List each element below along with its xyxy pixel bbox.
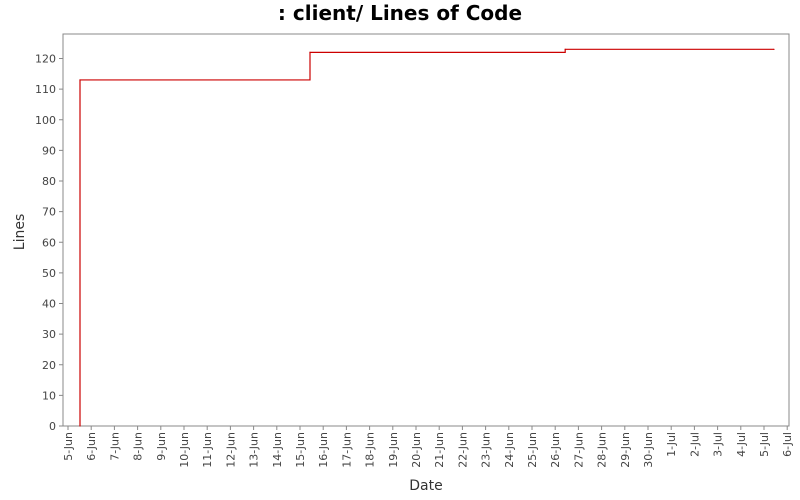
y-tick-label: 10 [42,389,56,402]
y-tick-label: 50 [42,267,56,280]
x-tick-label: 8-Jun [132,432,145,461]
y-tick-label: 110 [35,83,56,96]
x-tick-label: 28-Jun [596,432,609,468]
y-tick-label: 70 [42,206,56,219]
x-tick-label: 5-Jul [758,432,771,457]
x-tick-label: 23-Jun [480,432,493,468]
x-tick-label: 29-Jun [619,432,632,468]
data-point [309,51,311,53]
x-tick-label: 3-Jul [712,432,725,457]
y-tick-label: 80 [42,175,56,188]
data-point [79,79,81,81]
y-tick-label: 90 [42,144,56,157]
y-tick-label: 40 [42,298,56,311]
x-tick-label: 4-Jul [735,432,748,457]
y-axis-label: Lines [12,214,28,250]
x-tick-label: 5-Jun [62,432,75,461]
y-tick-label: 100 [35,114,56,127]
x-tick-label: 21-Jun [433,432,446,468]
y-tick-label: 60 [42,236,56,249]
x-tick-label: 7-Jun [108,432,121,461]
chart-title: : client/ Lines of Code [278,1,522,25]
x-tick-label: 16-Jun [317,432,330,468]
x-tick-label: 11-Jun [201,432,214,468]
x-tick-label: 6-Jun [85,432,98,461]
x-tick-label: 6-Jul [781,432,794,457]
x-tick-label: 13-Jun [248,432,261,468]
x-tick-label: 30-Jun [642,432,655,468]
x-tick-label: 2-Jul [688,432,701,457]
y-tick-label: 120 [35,53,56,66]
y-tick-label: 30 [42,328,56,341]
x-tick-label: 20-Jun [410,432,423,468]
x-tick-label: 26-Jun [549,432,562,468]
x-tick-label: 9-Jun [155,432,168,461]
x-tick-label: 24-Jun [503,432,516,468]
plot-area [62,33,790,427]
x-axis: 5-Jun 6-Jun 7-Jun 8-Jun 9-Jun 10-Jun 11-Jun 12-… [62,426,794,468]
x-tick-label: 15-Jun [294,432,307,468]
x-tick-label: 12-Jun [224,432,237,468]
x-tick-label: 1-Jul [665,432,678,457]
data-point [773,48,775,50]
x-tick-label: 22-Jun [456,432,469,468]
x-tick-label: 17-Jun [340,432,353,468]
y-tick-label: 20 [42,359,56,372]
x-tick-label: 10-Jun [178,432,191,468]
y-tick-label: 0 [49,420,56,433]
x-axis-label: Date [409,478,442,494]
x-tick-label: 14-Jun [271,432,284,468]
data-point [79,425,81,427]
x-tick-label: 18-Jun [364,432,377,468]
x-tick-label: 27-Jun [572,432,585,468]
x-tick-label: 25-Jun [526,432,539,468]
y-axis: 0 10 20 30 40 50 60 70 80 90 100 110 120 [35,53,63,433]
data-point [564,48,566,50]
x-tick-label: 19-Jun [387,432,400,468]
series-group [79,48,775,427]
